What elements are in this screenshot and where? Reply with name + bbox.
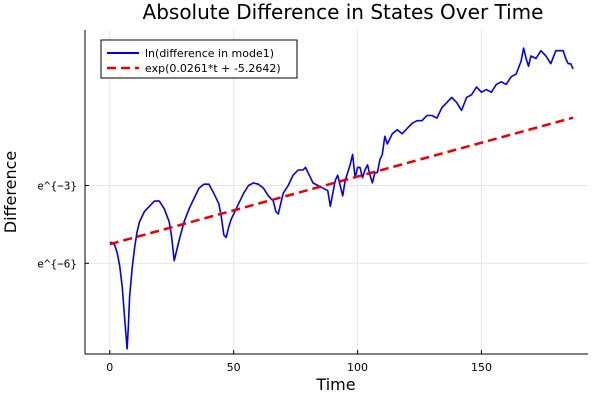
y-tick-label: e^{−6}	[37, 257, 77, 270]
legend: ln(difference in mode1) exp(0.0261*t + -…	[100, 39, 298, 79]
y-tick-label: e^{−3}	[37, 180, 77, 193]
x-axis-label: Time	[315, 375, 355, 394]
series-2-line	[109, 116, 574, 246]
legend-label-series-2: exp(0.0261*t + -5.2642)	[145, 62, 281, 75]
x-ticks: 0 50 100 150	[106, 350, 492, 374]
grid	[85, 30, 588, 354]
series-1-line	[109, 47, 574, 350]
legend-box	[100, 39, 298, 79]
series-layer	[109, 47, 574, 350]
x-tick-label: 100	[347, 361, 368, 374]
y-axis-label: Difference	[1, 151, 20, 233]
x-tick-label: 50	[227, 361, 241, 374]
y-ticks: e^{−3} e^{−6}	[37, 180, 89, 270]
x-tick-label: 0	[106, 361, 113, 374]
x-tick-label: 150	[471, 361, 492, 374]
legend-label-series-1: ln(difference in mode1)	[145, 47, 274, 60]
axes	[84, 30, 588, 355]
chart-title: Absolute Difference in States Over Time	[143, 0, 544, 24]
